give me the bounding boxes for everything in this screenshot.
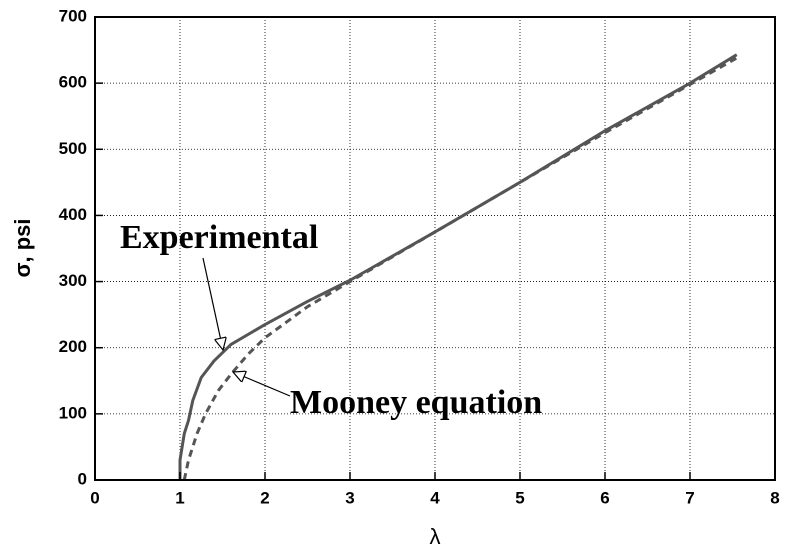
- y-tick-label: 100: [59, 403, 87, 422]
- y-tick-label: 200: [59, 337, 87, 356]
- x-tick-label: 6: [600, 488, 609, 507]
- series-line: [182, 56, 738, 481]
- y-tick-label: 0: [78, 469, 87, 488]
- x-tick-label: 3: [345, 488, 354, 507]
- y-tick-label: 300: [59, 271, 87, 290]
- x-tick-label: 7: [685, 488, 694, 507]
- annotation-arrow: [202, 257, 223, 350]
- x-tick-label: 0: [90, 488, 99, 507]
- series-lines: [178, 53, 738, 481]
- y-axis-label: σ, psi: [10, 218, 35, 277]
- annotation: Mooney equation: [290, 384, 542, 421]
- x-tick-label: 4: [430, 488, 440, 507]
- x-tick-label: 8: [770, 488, 779, 507]
- annotation-arrow: [233, 372, 291, 397]
- x-axis-label: λ: [430, 524, 441, 549]
- y-tick-label: 600: [59, 73, 87, 92]
- x-tick-label: 5: [515, 488, 524, 507]
- y-tick-label: 400: [59, 205, 87, 224]
- x-tick-label: 2: [260, 488, 269, 507]
- y-tick-label: 700: [59, 6, 87, 25]
- y-tick-label: 500: [59, 139, 87, 158]
- annotation: Experimental: [120, 219, 318, 256]
- x-tick-label: 1: [175, 488, 184, 507]
